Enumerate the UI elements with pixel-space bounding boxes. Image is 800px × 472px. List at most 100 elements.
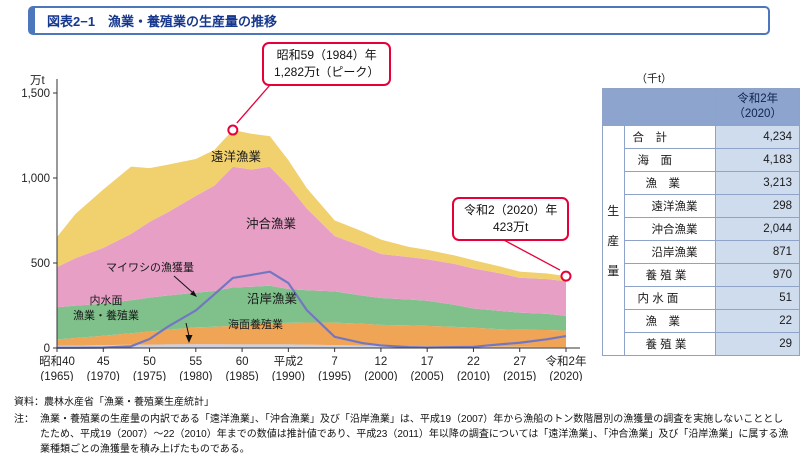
x-tick-label: 45 bbox=[97, 356, 110, 368]
note-block: 注： 漁業・養殖業の生産量の内訳である「遠洋漁業」、「沖合漁業」及び「沿岸漁業」… bbox=[14, 412, 792, 457]
label-sardine-catch: マイワシの漁獲量 bbox=[106, 262, 194, 274]
x-tick-label: 令和2年 bbox=[546, 354, 587, 368]
row-label: 漁 業 bbox=[623, 309, 717, 333]
x-tick-label: 平成2 bbox=[274, 355, 303, 368]
figure-title: 図表2−1 漁業・養殖業の生産量の推移 bbox=[28, 6, 770, 35]
x-tick-label: 50 bbox=[143, 356, 156, 368]
table-header-corner bbox=[601, 88, 717, 126]
table-side-label: 生 産 量 bbox=[602, 125, 625, 356]
row-value: 51 bbox=[715, 286, 800, 310]
latest-annotation: 令和2（2020）年 423万t bbox=[452, 197, 570, 241]
row-label: 沿岸漁業 bbox=[623, 240, 717, 264]
table-row: 内 水 面 51 bbox=[603, 286, 800, 310]
footer: 資料：農林水産省「漁業・養殖業生産統計」 注： 漁業・養殖業の生産量の内訳である… bbox=[14, 395, 792, 457]
x-tick-sublabel: (1970) bbox=[87, 371, 120, 381]
area-series-1 bbox=[57, 322, 566, 348]
x-tick-sublabel: (1995) bbox=[318, 371, 351, 381]
x-tick-label: 12 bbox=[375, 356, 388, 368]
x-tick-label: 22 bbox=[467, 356, 480, 368]
x-tick-label: 17 bbox=[421, 356, 434, 368]
inland-arrow-line bbox=[185, 322, 190, 337]
x-tick-sublabel: (1990) bbox=[272, 371, 305, 381]
table-header-year: 令和2年 （2020） bbox=[715, 88, 800, 126]
x-tick-sublabel: (1985) bbox=[225, 371, 258, 381]
x-tick-label: 60 bbox=[236, 356, 249, 368]
x-tick-sublabel: (2000) bbox=[364, 371, 397, 381]
x-tick-sublabel: (1975) bbox=[133, 371, 166, 381]
row-value: 2,044 bbox=[715, 217, 800, 241]
latest-annotation-line1: 令和2（2020）年 bbox=[464, 203, 558, 217]
note-label: 注： bbox=[14, 414, 34, 425]
x-tick-label: 7 bbox=[331, 356, 337, 368]
x-tick-sublabel: (2005) bbox=[411, 371, 444, 381]
peak-marker bbox=[227, 124, 239, 136]
peak-leader-line bbox=[236, 84, 271, 124]
y-tick-label: 500 bbox=[31, 258, 50, 270]
table-row: 生 産 量合 計 4,234 bbox=[602, 125, 800, 356]
row-label: 合 計 bbox=[623, 125, 717, 149]
peak-annotation-line1: 昭和59（1984）年 bbox=[276, 48, 377, 62]
source-line: 資料：農林水産省「漁業・養殖業生産統計」 bbox=[14, 397, 214, 408]
y-tick-label: 1,500 bbox=[21, 88, 50, 100]
label-inland-fishery: 内水面 漁業・養殖業 bbox=[58, 294, 154, 324]
figure-title-text: 図表2−1 漁業・養殖業の生産量の推移 bbox=[47, 14, 278, 29]
latest-marker bbox=[560, 270, 572, 282]
table-row: 海 面 4,183 bbox=[603, 148, 800, 172]
x-tick-label: 27 bbox=[513, 356, 526, 368]
latest-leader-line bbox=[501, 238, 561, 271]
row-label: 遠洋漁業 bbox=[623, 194, 717, 218]
table-row: 漁 業 3,213 bbox=[603, 171, 800, 195]
row-label: 漁 業 bbox=[623, 171, 717, 195]
table-row: 養 殖 業 970 bbox=[603, 263, 800, 287]
row-value: 970 bbox=[715, 263, 800, 287]
label-coastal-fishery: 沿岸漁業 bbox=[247, 292, 298, 306]
peak-annotation-line2: 1,282万t（ピーク） bbox=[274, 64, 380, 79]
latest-annotation-line2: 423万t bbox=[493, 219, 529, 234]
x-tick-label: 昭和40 bbox=[39, 355, 75, 368]
table-header-year-line1: 令和2年 bbox=[737, 93, 779, 106]
area-series-2 bbox=[57, 285, 566, 340]
label-offshore-fishery: 沖合漁業 bbox=[246, 217, 297, 231]
x-tick-sublabel: (2015) bbox=[503, 371, 536, 381]
peak-annotation: 昭和59（1984）年 1,282万t（ピーク） bbox=[262, 42, 392, 86]
row-value: 22 bbox=[715, 309, 800, 333]
table-unit-label: （千t） bbox=[636, 73, 673, 85]
row-value: 871 bbox=[715, 240, 800, 264]
table-row: 遠洋漁業 298 bbox=[603, 194, 800, 218]
inland-arrow-head bbox=[185, 335, 193, 343]
label-distant-water-fishery: 遠洋漁業 bbox=[211, 150, 262, 164]
row-label: 沖合漁業 bbox=[623, 217, 717, 241]
y-axis-unit: 万t bbox=[30, 75, 45, 87]
row-value: 298 bbox=[715, 194, 800, 218]
row-value: 4,234 bbox=[715, 125, 800, 149]
label-marine-aquaculture: 海面養殖業 bbox=[228, 319, 283, 331]
note-text: 漁業・養殖業の生産量の内訳である「遠洋漁業」、「沖合漁業」及び「沿岸漁業」は、平… bbox=[40, 414, 789, 455]
table-row: 漁 業 22 bbox=[603, 309, 800, 333]
row-value: 3,213 bbox=[715, 171, 800, 195]
table-row: 養 殖 業 29 bbox=[603, 332, 800, 356]
table-header-year-line2: （2020） bbox=[733, 108, 782, 120]
row-label: 養 殖 業 bbox=[623, 263, 717, 287]
production-table: 令和2年 （2020） 生 産 量合 計 4,234 海 面 4,183 漁 業 3,21… bbox=[601, 88, 800, 356]
y-tick-label: 1,000 bbox=[21, 173, 50, 185]
row-label: 内 水 面 bbox=[623, 286, 717, 310]
table-header-row: 令和2年 （2020） bbox=[601, 88, 800, 126]
sardine-arrow-head bbox=[190, 290, 197, 297]
label-inland-line1: 内水面 bbox=[89, 295, 123, 307]
x-tick-sublabel: (1980) bbox=[179, 371, 212, 381]
table-row: 沿岸漁業 871 bbox=[603, 240, 800, 264]
row-value: 4,183 bbox=[715, 148, 800, 172]
x-tick-sublabel: (2020) bbox=[549, 371, 582, 381]
x-tick-sublabel: (2010) bbox=[457, 371, 490, 381]
row-label: 養 殖 業 bbox=[623, 332, 717, 356]
area-series-4 bbox=[57, 130, 566, 282]
x-tick-sublabel: (1965) bbox=[40, 371, 73, 381]
row-value: 29 bbox=[715, 332, 800, 356]
x-tick-label: 55 bbox=[189, 356, 202, 368]
sardine-arrow-line bbox=[173, 275, 193, 293]
label-inland-line2: 漁業・養殖業 bbox=[73, 309, 139, 322]
y-tick-label: 0 bbox=[44, 343, 50, 355]
area-series-3 bbox=[57, 166, 566, 316]
